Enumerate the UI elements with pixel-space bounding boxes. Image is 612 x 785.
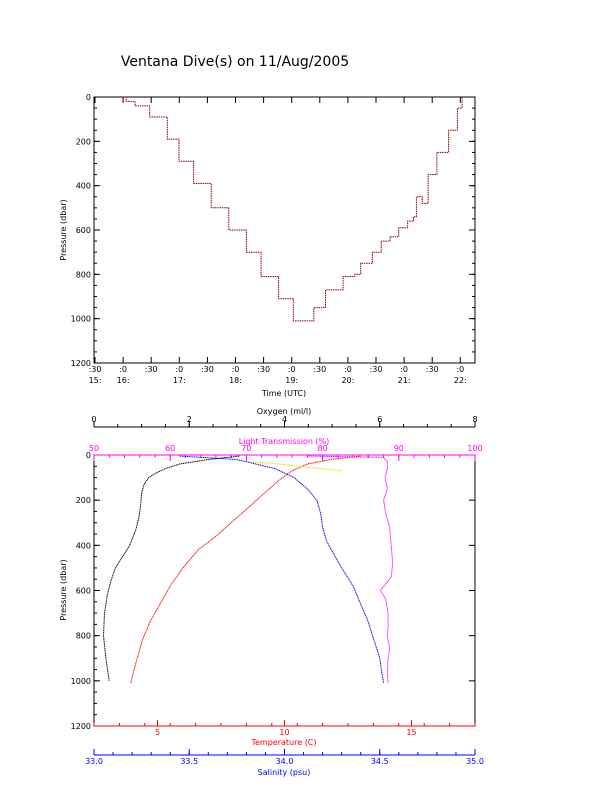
axis-tick-label: 34.0	[276, 757, 294, 766]
y-tick-label: 800	[76, 270, 91, 279]
x-tick-label-minute: :30	[313, 365, 326, 374]
profile-light-line	[307, 455, 394, 684]
pressure-time-plot: 0 200 400 600 800 1000 1200 :30 15: :0 16: :30 :0 17…	[59, 93, 476, 398]
y-tick-label: 400	[76, 541, 91, 550]
profile-oxygen-line	[251, 461, 342, 472]
x-tick-label-minute: :30	[89, 365, 102, 374]
profile-oxygen-line	[102, 455, 240, 681]
y-tick-label: 1200	[71, 722, 91, 731]
x-tick-label-hour: 17:	[173, 376, 186, 385]
y-tick-label: 200	[76, 137, 91, 146]
y-tick-label: 800	[76, 632, 91, 641]
axis-tick-label: 100	[467, 444, 482, 453]
dive-trace	[123, 96, 463, 322]
axis-tick-label: 90	[394, 444, 404, 453]
axis-tick-label: 35.0	[466, 757, 484, 766]
x-axis-label-time: Time (UTC)	[261, 389, 306, 398]
y-tick-label: 1200	[71, 359, 91, 368]
x-tick-label-hour: 15:	[89, 376, 102, 385]
x-tick-label-hour: 22:	[454, 376, 467, 385]
x-tick-label-hour: 21:	[398, 376, 411, 385]
axis-tick-label: 4	[282, 415, 287, 424]
y-tick-label: 600	[76, 226, 91, 235]
axis-tick-label: 6	[377, 415, 382, 424]
plot-frame-bottom	[93, 454, 476, 727]
x-axis-salinity: 33.0 33.5 34.0 34.5 35.0	[85, 749, 484, 766]
x-tick-label-hour: 20:	[341, 376, 354, 385]
x-axis-oxygen: 0 2 4 6 8	[91, 415, 478, 428]
axis-tick-label: 33.0	[85, 757, 103, 766]
x-tick-label-hour: 16:	[117, 376, 130, 385]
x-tick-label-minute: :0	[175, 365, 183, 374]
x-tick-label-minute: :30	[426, 365, 439, 374]
axis-tick-label: 2	[187, 415, 192, 424]
y-tick-label: 600	[76, 587, 91, 596]
y-tick-label: 400	[76, 182, 91, 191]
x-tick-label-hour: 19:	[285, 376, 298, 385]
x-axis-label-salinity: Salinity (psu)	[258, 768, 311, 777]
axis-tick-label: 0	[91, 415, 96, 424]
x-tick-label-minute: :30	[145, 365, 158, 374]
x-axis-light-transmission: 50 60 70 80 90 100	[89, 444, 483, 461]
axis-tick-label: 5	[155, 728, 160, 737]
axis-tick-label: 60	[165, 444, 175, 453]
y-tick-label: 0	[86, 93, 91, 102]
y-tick-label: 1000	[71, 677, 91, 686]
x-axis-label-oxygen: Oxygen (ml/l)	[257, 407, 312, 416]
x-axis-label-light-transmission: Light Transmission (%)	[239, 437, 330, 446]
x-tick-label-minute: :30	[257, 365, 270, 374]
y-axis-pressure-top: 0 200 400 600 800 1000 1200	[71, 93, 475, 368]
axis-tick-label: 80	[318, 444, 328, 453]
x-tick-label-hour: 18:	[229, 376, 242, 385]
x-tick-label-minute: :0	[400, 365, 408, 374]
y-tick-label: 200	[76, 496, 91, 505]
y-tick-label: 1000	[71, 315, 91, 324]
y-axis-pressure-bottom: 0 200 400 600 800 1000 1200	[71, 451, 475, 731]
profile-plot: 0 200 400 600 800 1000 1200 0 2 4 6 8 50 60 70 80 90 10…	[59, 407, 484, 777]
pressure-series-line	[123, 96, 463, 322]
x-tick-label-minute: :30	[201, 365, 214, 374]
y-axis-label-pressure-top: Pressure (dbar)	[59, 199, 68, 260]
chart-title: Ventana Dive(s) on 11/Aug/2005	[121, 54, 349, 70]
x-axis-label-temperature: Temperature (C)	[250, 738, 316, 747]
x-tick-label-minute: :0	[344, 365, 352, 374]
x-tick-label-minute: :30	[370, 365, 383, 374]
x-tick-label-minute: :0	[119, 365, 127, 374]
plot-frame-top	[93, 96, 476, 364]
axis-tick-label: 50	[89, 444, 99, 453]
axis-tick-label: 8	[472, 415, 477, 424]
x-tick-label-minute: :0	[232, 365, 240, 374]
y-axis-label-pressure-bottom: Pressure (dbar)	[59, 559, 68, 620]
profile-traces	[102, 455, 394, 684]
axis-tick-label: 70	[241, 444, 251, 453]
x-tick-label-minute: :0	[288, 365, 296, 374]
axis-tick-label: 10	[279, 728, 289, 737]
y-tick-label: 0	[86, 451, 91, 460]
axis-tick-label: 33.5	[180, 757, 198, 766]
profile-temperature-line	[130, 455, 361, 684]
axis-tick-label: 15	[406, 728, 416, 737]
x-axis-temperature: 5 10 15	[93, 720, 476, 737]
x-tick-label-minute: :0	[456, 365, 464, 374]
x-axis-time: :30 15: :0 16: :30 :0 17: :30 :0 18: :30 :0 19: :30 :0…	[89, 97, 467, 385]
axis-tick-label: 34.5	[371, 757, 389, 766]
profile-salinity-line	[179, 455, 385, 684]
